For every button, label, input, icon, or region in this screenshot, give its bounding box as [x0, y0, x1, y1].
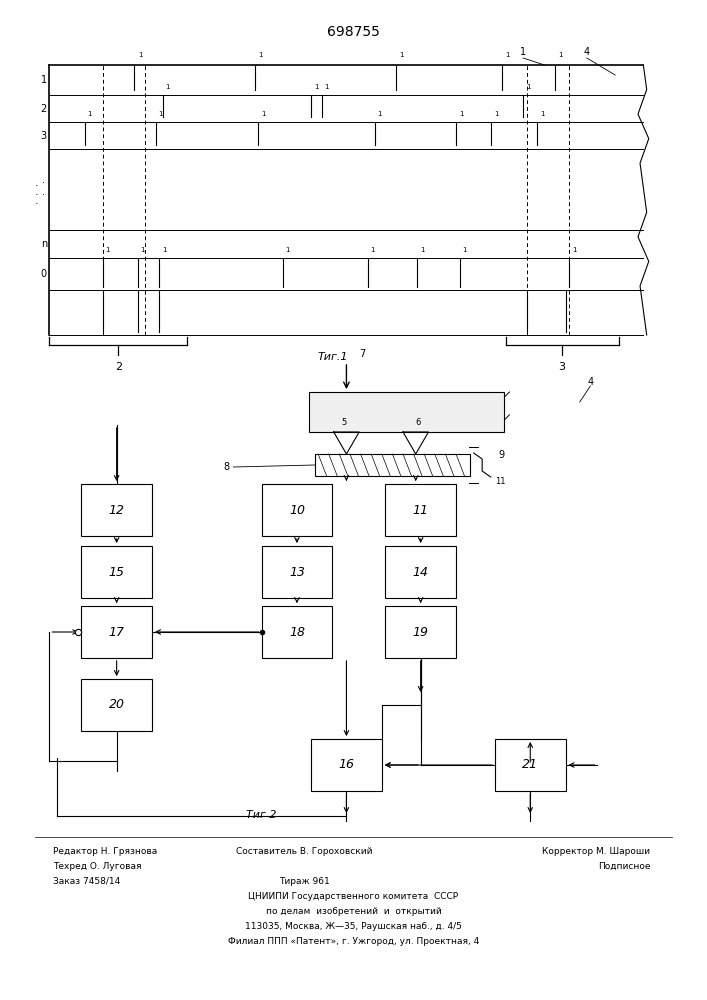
FancyBboxPatch shape [262, 606, 332, 658]
Text: Тираж 961: Тираж 961 [279, 877, 329, 886]
Text: 1: 1 [88, 111, 92, 117]
Text: n: n [41, 239, 47, 249]
FancyBboxPatch shape [81, 606, 152, 658]
Text: 1: 1 [165, 84, 170, 90]
FancyBboxPatch shape [495, 739, 566, 791]
Text: 1: 1 [325, 84, 329, 90]
Text: 1: 1 [378, 111, 382, 117]
Text: 113035, Москва, Ж—35, Раушская наб., д. 4/5: 113035, Москва, Ж—35, Раушская наб., д. … [245, 922, 462, 931]
Text: 4: 4 [588, 377, 593, 387]
FancyBboxPatch shape [385, 546, 456, 598]
Text: 1: 1 [314, 84, 318, 90]
Text: 1: 1 [261, 111, 265, 117]
FancyBboxPatch shape [81, 546, 152, 598]
Text: 1: 1 [138, 52, 142, 58]
Text: 1: 1 [540, 111, 544, 117]
Text: 20: 20 [109, 698, 124, 712]
Text: Корректор М. Шароши: Корректор М. Шароши [542, 847, 650, 856]
Text: 1: 1 [526, 84, 530, 90]
Text: 1: 1 [258, 52, 262, 58]
Text: 1: 1 [420, 247, 424, 253]
Text: Τиг 2: Τиг 2 [246, 810, 277, 820]
Text: 19: 19 [413, 626, 428, 639]
Text: 1: 1 [399, 52, 404, 58]
FancyBboxPatch shape [262, 546, 332, 598]
Text: 3: 3 [559, 362, 566, 372]
Text: 1: 1 [286, 247, 290, 253]
Text: 13: 13 [289, 566, 305, 578]
Text: 11: 11 [413, 504, 428, 516]
Text: Подписное: Подписное [598, 862, 650, 871]
Text: 1: 1 [105, 247, 110, 253]
Text: 1: 1 [494, 111, 498, 117]
Text: .: . [35, 187, 39, 197]
FancyBboxPatch shape [315, 454, 470, 476]
FancyBboxPatch shape [81, 679, 152, 731]
Text: 1: 1 [41, 75, 47, 85]
Text: 1: 1 [572, 247, 576, 253]
Text: 1: 1 [462, 247, 467, 253]
Text: по делам  изобретений  и  открытий: по делам изобретений и открытий [266, 907, 441, 916]
Text: 1: 1 [162, 247, 166, 253]
FancyBboxPatch shape [309, 392, 503, 432]
Text: 1: 1 [520, 47, 526, 57]
Text: 9: 9 [498, 450, 505, 460]
Text: .: . [35, 196, 39, 206]
Text: 1: 1 [370, 247, 375, 253]
Text: .: . [42, 175, 45, 185]
Text: 17: 17 [109, 626, 124, 639]
FancyBboxPatch shape [81, 484, 152, 536]
FancyBboxPatch shape [385, 484, 456, 536]
Text: 3: 3 [41, 131, 47, 141]
Text: 5: 5 [341, 418, 346, 427]
Text: 15: 15 [109, 566, 124, 578]
Text: Заказ 7458/14: Заказ 7458/14 [53, 877, 120, 886]
FancyBboxPatch shape [311, 739, 382, 791]
Text: .: . [35, 178, 39, 188]
Text: 11: 11 [495, 478, 506, 487]
Text: 8: 8 [223, 462, 230, 472]
Text: Филиал ППП «Патент», г. Ужгород, ул. Проектная, 4: Филиал ППП «Патент», г. Ужгород, ул. Про… [228, 937, 479, 946]
Text: 6: 6 [416, 418, 421, 427]
Text: 1: 1 [459, 111, 463, 117]
Text: 7: 7 [359, 349, 365, 359]
Text: Составитель В. Гороховский: Составитель В. Гороховский [235, 847, 373, 856]
Text: ЦНИИПИ Государственного комитета  СССР: ЦНИИПИ Государственного комитета СССР [248, 892, 459, 901]
Text: 1: 1 [559, 52, 563, 58]
Text: 12: 12 [109, 504, 124, 516]
Text: 1: 1 [141, 247, 145, 253]
Text: 1: 1 [506, 52, 510, 58]
Text: 16: 16 [339, 758, 354, 772]
Text: 2: 2 [41, 104, 47, 114]
FancyBboxPatch shape [262, 484, 332, 536]
Text: Τиг.1: Τиг.1 [317, 352, 348, 362]
Text: 1: 1 [158, 111, 163, 117]
Text: .: . [42, 187, 45, 197]
Text: 18: 18 [289, 626, 305, 639]
Text: 14: 14 [413, 566, 428, 578]
Text: 4: 4 [584, 47, 590, 57]
Text: 0: 0 [41, 269, 47, 279]
Text: 2: 2 [115, 362, 122, 372]
Text: Редактор Н. Грязнова: Редактор Н. Грязнова [53, 847, 157, 856]
FancyBboxPatch shape [385, 606, 456, 658]
Text: 10: 10 [289, 504, 305, 516]
Text: 698755: 698755 [327, 25, 380, 39]
Text: 21: 21 [522, 758, 538, 772]
Text: Техред О. Луговая: Техред О. Луговая [53, 862, 141, 871]
